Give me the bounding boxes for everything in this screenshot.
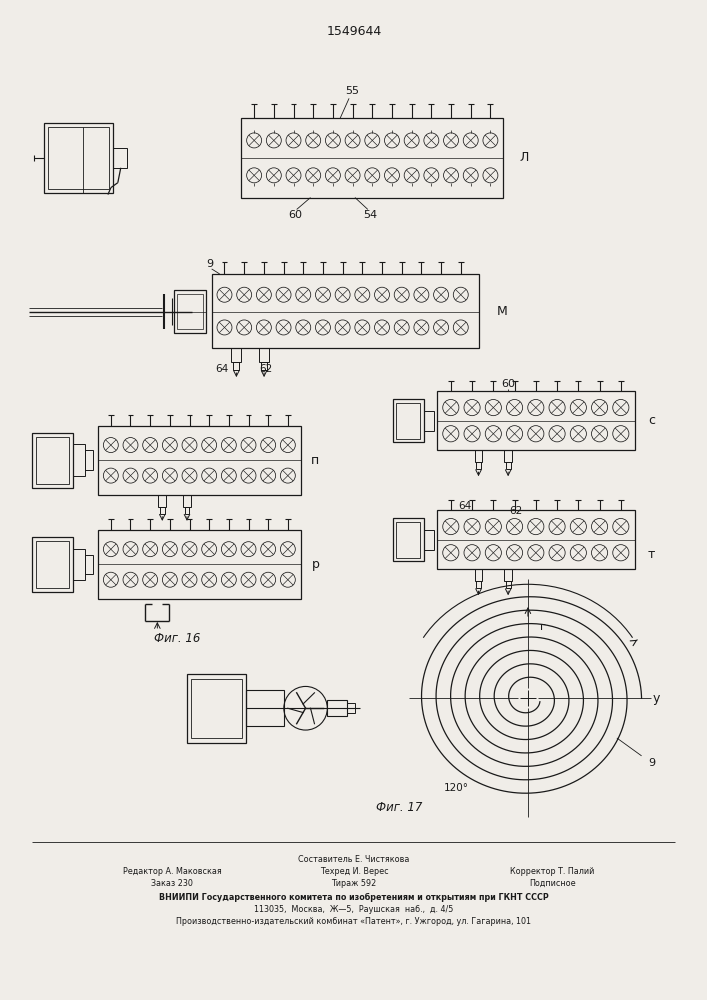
Text: р: р (312, 558, 320, 571)
Bar (74, 549, 86, 580)
Bar (86, 555, 93, 574)
Bar (98, 530, 300, 599)
Bar (233, 362, 240, 370)
Text: 9: 9 (648, 758, 655, 768)
Text: ВНИИПИ Государственного комитета по изобретениям и открытиям при ГКНТ СССР: ВНИИПИ Государственного комитета по изоб… (159, 893, 549, 902)
Bar (476, 581, 481, 588)
Bar (74, 444, 86, 476)
Bar (44, 123, 113, 193)
Text: М: М (497, 305, 508, 318)
Text: Подписное: Подписное (530, 879, 576, 888)
Bar (504, 569, 512, 581)
Text: Техред И. Верес: Техред И. Верес (320, 867, 388, 876)
Bar (347, 703, 355, 713)
Bar (506, 581, 510, 588)
Bar (185, 507, 189, 514)
Bar (174, 290, 206, 333)
Bar (36, 437, 69, 484)
Bar (424, 530, 434, 550)
Bar (392, 518, 424, 561)
Text: 62: 62 (510, 506, 522, 516)
Bar (113, 148, 127, 168)
Bar (259, 348, 269, 362)
Text: 62: 62 (259, 364, 273, 374)
Bar (246, 690, 284, 726)
Bar (191, 679, 243, 738)
Bar (392, 399, 424, 442)
Bar (504, 450, 512, 462)
Text: Л: Л (519, 151, 529, 164)
Text: Фиг. 16: Фиг. 16 (154, 632, 200, 645)
Bar (183, 495, 191, 507)
Bar (177, 294, 203, 329)
Text: 120°: 120° (444, 783, 469, 793)
Text: 60: 60 (288, 210, 303, 220)
Bar (241, 118, 503, 198)
Text: Составитель Е. Чистякова: Составитель Е. Чистякова (298, 855, 409, 864)
Bar (36, 541, 69, 588)
Bar (397, 522, 420, 558)
Text: 64: 64 (215, 364, 228, 374)
Text: у: у (653, 692, 660, 705)
Bar (437, 391, 635, 450)
Bar (231, 348, 241, 362)
Text: 60: 60 (501, 379, 515, 389)
Bar (397, 403, 420, 439)
Bar (187, 674, 246, 743)
Bar (98, 426, 300, 495)
Text: т: т (648, 548, 655, 561)
Text: Тираж 592: Тираж 592 (332, 879, 377, 888)
Text: г: г (540, 622, 546, 632)
Text: 54: 54 (363, 210, 377, 220)
Text: Производственно-издательский комбинат «Патент», г. Ужгород, ул. Гагарина, 101: Производственно-издательский комбинат «П… (177, 917, 532, 926)
Text: 9: 9 (206, 259, 214, 269)
Text: 113035,  Москва,  Ж—5,  Раушская  наб.,  д. 4/5: 113035, Москва, Ж—5, Раушская наб., д. 4… (255, 905, 454, 914)
Text: Редактор А. Маковская: Редактор А. Маковская (123, 867, 221, 876)
Bar (506, 462, 510, 469)
Bar (32, 537, 74, 592)
Bar (158, 495, 166, 507)
Bar (474, 450, 482, 462)
Bar (211, 274, 479, 348)
Text: п: п (311, 454, 320, 467)
Bar (32, 433, 74, 488)
Text: 55: 55 (345, 86, 359, 96)
Text: Корректор Т. Палий: Корректор Т. Палий (510, 867, 595, 876)
Text: Заказ 230: Заказ 230 (151, 879, 193, 888)
Text: с: с (648, 414, 655, 427)
Text: Фиг. 17: Фиг. 17 (376, 801, 423, 814)
Bar (476, 462, 481, 469)
Text: 64: 64 (458, 501, 472, 511)
Bar (327, 700, 347, 716)
Bar (47, 127, 109, 189)
Bar (474, 569, 482, 581)
Bar (160, 507, 165, 514)
Bar (437, 510, 635, 569)
Bar (86, 450, 93, 470)
Bar (261, 362, 267, 370)
Bar (424, 411, 434, 431)
Text: 1549644: 1549644 (327, 25, 382, 38)
